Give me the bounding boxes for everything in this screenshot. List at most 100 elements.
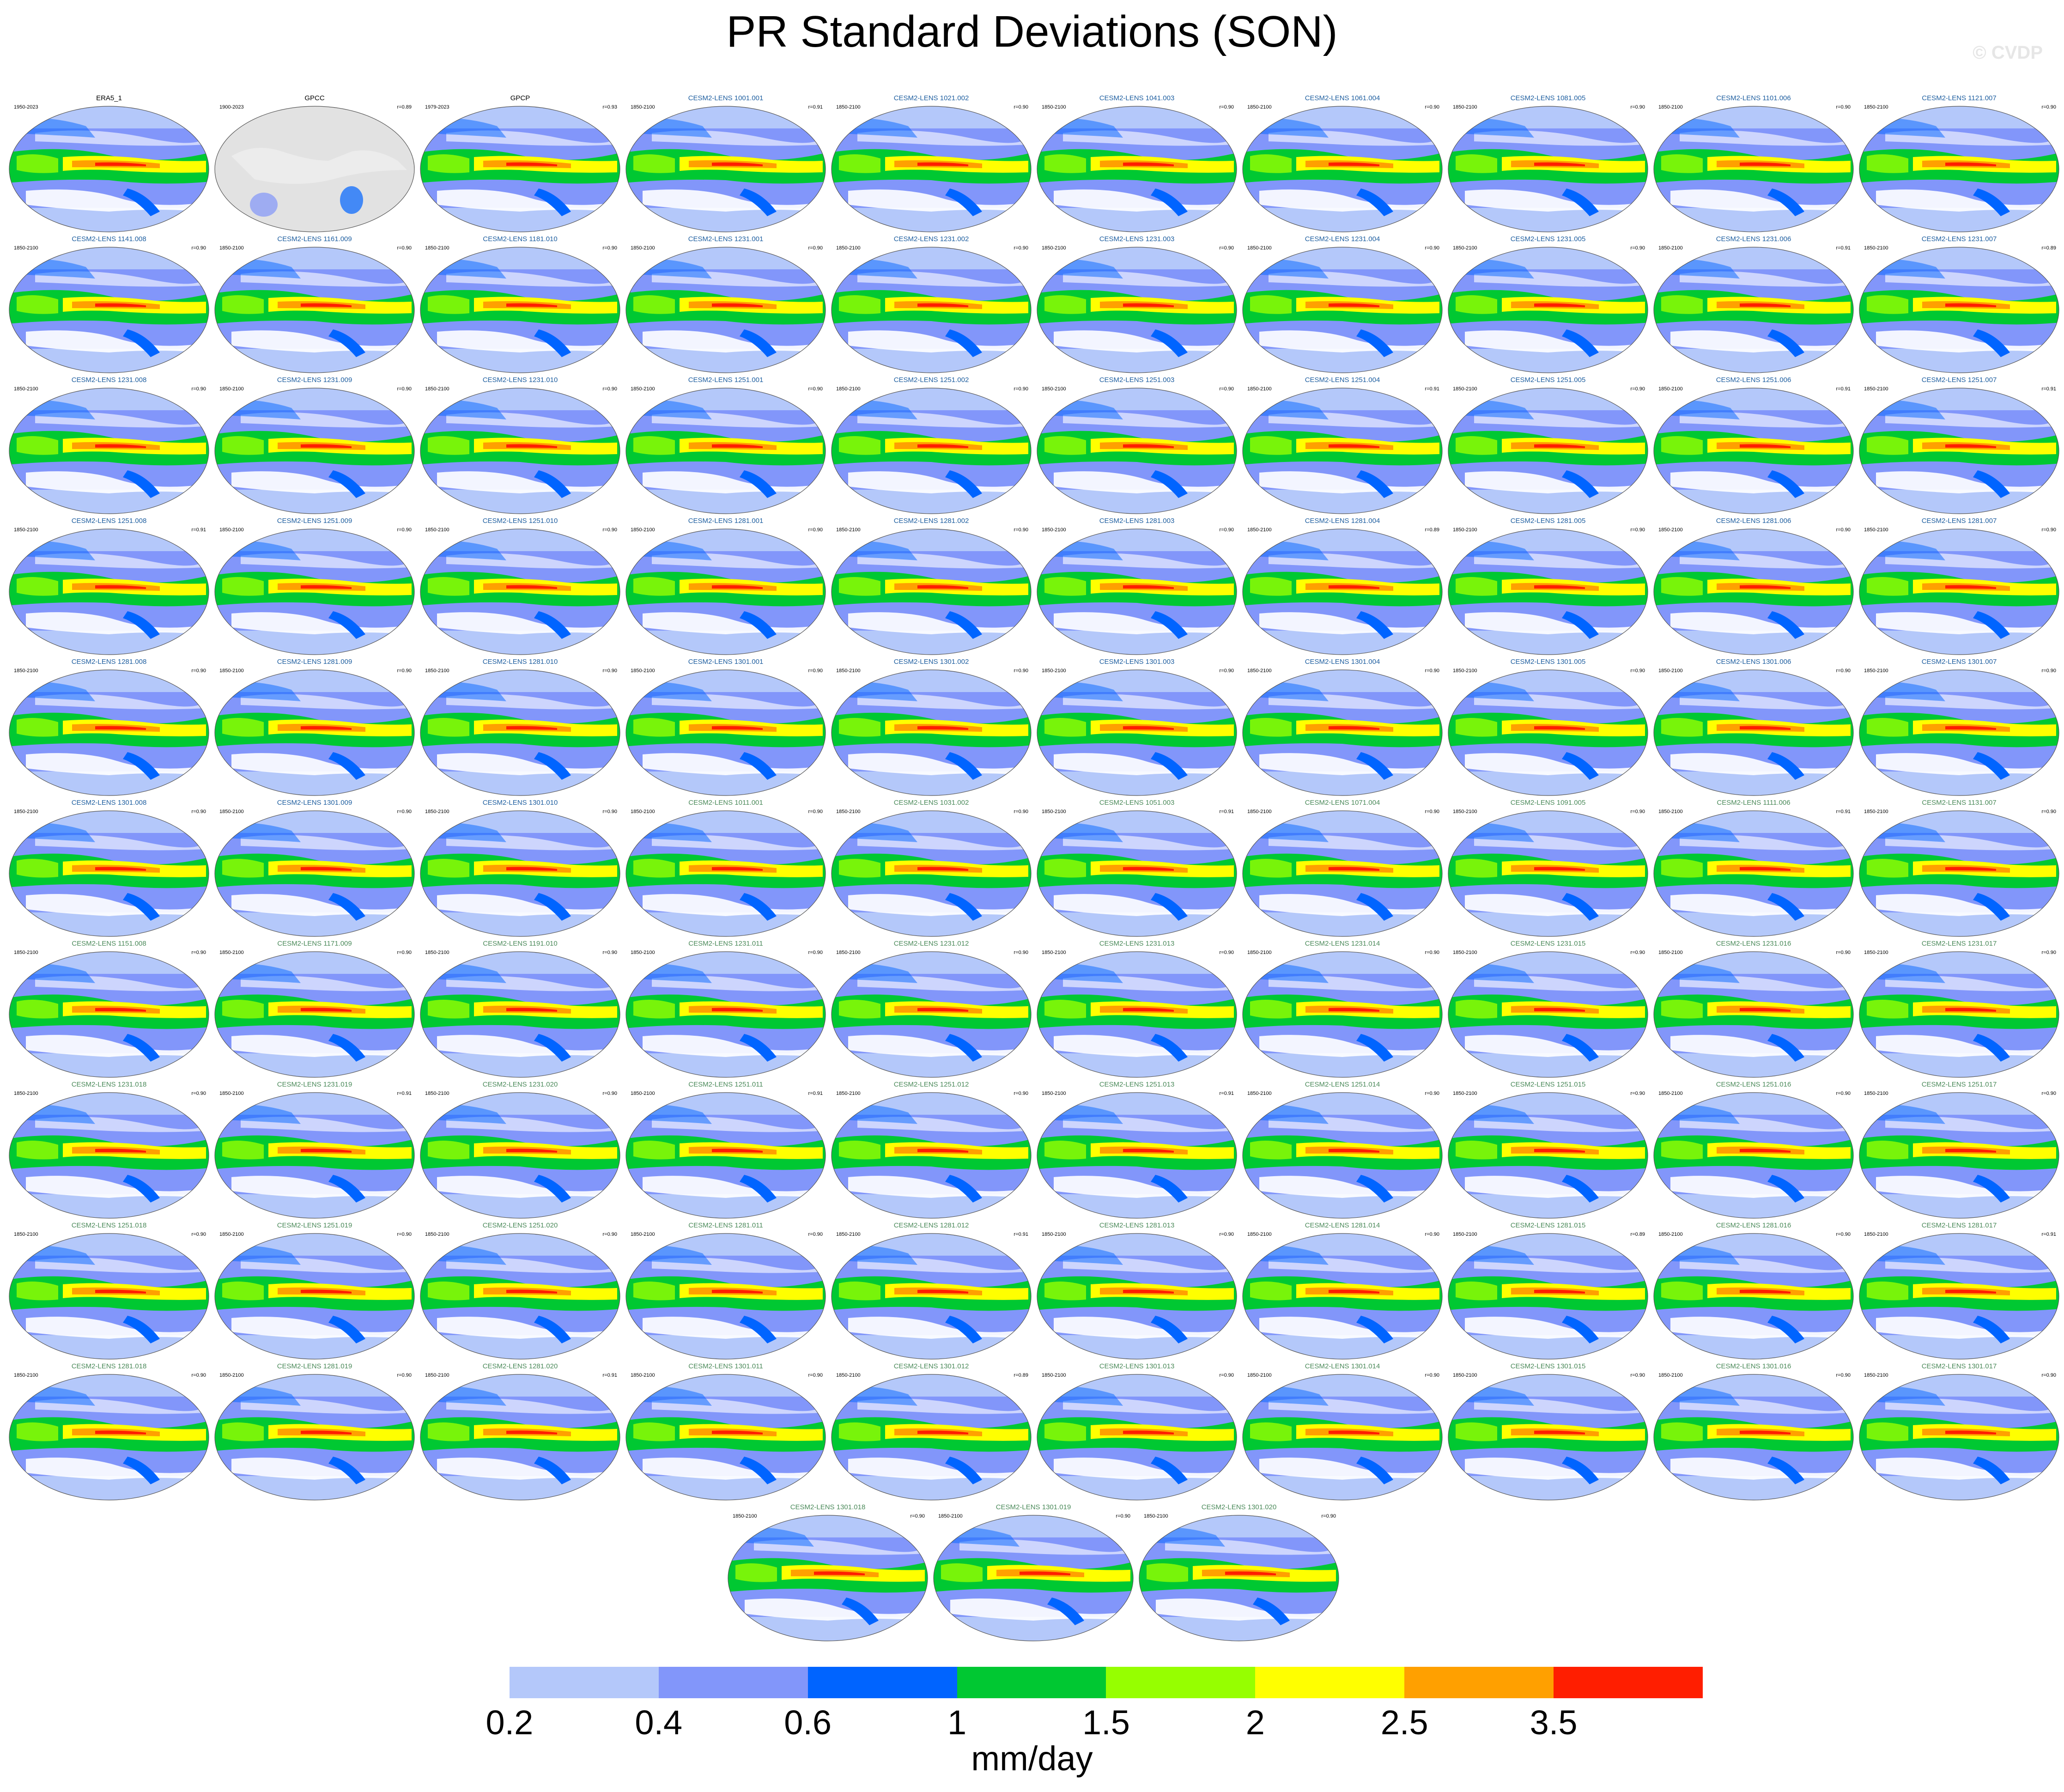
- panel-years: 1850-2100: [14, 668, 38, 674]
- panel-correlation: r=0.90: [602, 527, 618, 533]
- panel-correlation: r=0.90: [397, 809, 412, 814]
- map-panel: CESM2-LENS 1281.016 1850-2100 r=0.90: [1652, 1221, 1855, 1360]
- panel-years: 1850-2100: [1042, 527, 1066, 533]
- panel-years: 1850-2100: [1453, 527, 1477, 533]
- panel-years: 1850-2100: [219, 950, 244, 955]
- panel-years: 1850-2100: [1864, 950, 1888, 955]
- panel-years: 1850-2100: [836, 809, 861, 814]
- panel-title: CESM2-LENS 1301.006: [1716, 658, 1791, 666]
- map-panel: CESM2-LENS 1301.006 1850-2100 r=0.90: [1652, 658, 1855, 796]
- panel-years: 1850-2100: [1042, 950, 1066, 955]
- panel-title: GPCP: [510, 94, 530, 102]
- panel-correlation: r=0.90: [602, 245, 618, 251]
- panel-title: CESM2-LENS 1301.020: [1201, 1503, 1277, 1511]
- panel-correlation: r=0.90: [1014, 527, 1029, 533]
- panel-correlation: r=0.90: [1425, 104, 1440, 110]
- panel-correlation: r=0.90: [1425, 809, 1440, 814]
- panel-correlation: r=0.90: [1014, 950, 1029, 955]
- panel-correlation: r=0.90: [1014, 1091, 1029, 1096]
- panel-years: 1850-2100: [1453, 104, 1477, 110]
- panel-years: 1850-2100: [1658, 386, 1683, 392]
- panel-correlation: r=0.90: [397, 1232, 412, 1237]
- map-panel: CESM2-LENS 1251.005 1850-2100 r=0.90: [1446, 376, 1650, 515]
- map-panel: CESM2-LENS 1281.005 1850-2100 r=0.90: [1446, 517, 1650, 656]
- panel-years: 1850-2100: [1453, 950, 1477, 955]
- panel-title: CESM2-LENS 1301.002: [893, 658, 969, 666]
- panel-correlation: r=0.90: [1219, 245, 1234, 251]
- panel-correlation: r=0.90: [191, 1373, 206, 1378]
- map-panel: CESM2-LENS 1231.016 1850-2100 r=0.90: [1652, 940, 1855, 1078]
- panel-correlation: r=0.90: [1425, 245, 1440, 251]
- map-panel: CESM2-LENS 1251.010 1850-2100 r=0.90: [419, 517, 622, 656]
- panel-title: CESM2-LENS 1281.020: [482, 1362, 558, 1370]
- map-panel: CESM2-LENS 1301.020 1850-2100 r=0.90: [1137, 1503, 1341, 1642]
- colorbar-tick-label: 1: [947, 1703, 967, 1742]
- panel-years: 1850-2100: [631, 245, 655, 251]
- map-panel: CESM2-LENS 1131.007 1850-2100 r=0.90: [1858, 799, 2061, 937]
- panel-title: CESM2-LENS 1081.005: [1510, 94, 1586, 102]
- panel-correlation: r=0.90: [1014, 245, 1029, 251]
- panel-title: CESM2-LENS 1161.009: [277, 235, 352, 243]
- map-panel: CESM2-LENS 1301.016 1850-2100 r=0.90: [1652, 1362, 1855, 1501]
- panel-years: 1850-2100: [425, 1232, 449, 1237]
- panel-years: 1850-2100: [1042, 104, 1066, 110]
- panel-title: CESM2-LENS 1281.001: [688, 517, 764, 525]
- panel-title: CESM2-LENS 1231.020: [482, 1081, 558, 1088]
- panel-correlation: r=0.90: [1836, 1091, 1851, 1096]
- panel-correlation: r=0.91: [1425, 386, 1440, 392]
- panel-years: 1850-2100: [1247, 245, 1272, 251]
- panel-correlation: r=0.91: [808, 1091, 823, 1096]
- map-panel: CESM2-LENS 1281.020 1850-2100 r=0.91: [419, 1362, 622, 1501]
- map-panel: CESM2-LENS 1231.020 1850-2100 r=0.90: [419, 1081, 622, 1219]
- map-panel: CESM2-LENS 1281.007 1850-2100 r=0.90: [1858, 517, 2061, 656]
- panel-years: 1850-2100: [631, 386, 655, 392]
- panel-years: 1850-2100: [1144, 1513, 1168, 1519]
- panel-years: 1850-2100: [1247, 950, 1272, 955]
- panel-years: 1850-2100: [1864, 245, 1888, 251]
- panel-years: 1850-2100: [631, 1373, 655, 1378]
- map-panel: CESM2-LENS 1191.010 1850-2100 r=0.90: [419, 940, 622, 1078]
- map-panel: CESM2-LENS 1301.015 1850-2100 r=0.90: [1446, 1362, 1650, 1501]
- panel-correlation: r=0.90: [808, 950, 823, 955]
- panel-title: CESM2-LENS 1301.003: [1099, 658, 1175, 666]
- panel-correlation: r=0.89: [397, 104, 412, 110]
- panel-title: CESM2-LENS 1251.008: [71, 517, 147, 525]
- panel-title: GPCC: [304, 94, 325, 102]
- map-panel: CESM2-LENS 1301.017 1850-2100 r=0.90: [1858, 1362, 2061, 1501]
- panel-title: CESM2-LENS 1281.007: [1921, 517, 1997, 525]
- panel-title: CESM2-LENS 1301.013: [1099, 1362, 1175, 1370]
- map-panel: CESM2-LENS 1231.011 1850-2100 r=0.90: [624, 940, 827, 1078]
- panel-years: 1850-2100: [836, 950, 861, 955]
- map-panel: CESM2-LENS 1251.019 1850-2100 r=0.90: [213, 1221, 416, 1360]
- map-panel: CESM2-LENS 1031.002 1850-2100 r=0.90: [830, 799, 1033, 937]
- panel-correlation: r=0.90: [1425, 1091, 1440, 1096]
- panel-title: CESM2-LENS 1231.008: [71, 376, 147, 384]
- map-panel: CESM2-LENS 1251.018 1850-2100 r=0.90: [7, 1221, 211, 1360]
- map-panel: CESM2-LENS 1251.013 1850-2100 r=0.91: [1035, 1081, 1238, 1219]
- panel-years: 1850-2100: [1658, 527, 1683, 533]
- panel-title: CESM2-LENS 1231.002: [893, 235, 969, 243]
- map-panel: CESM2-LENS 1151.008 1850-2100 r=0.90: [7, 940, 211, 1078]
- panel-correlation: r=0.90: [602, 809, 618, 814]
- panel-title: CESM2-LENS 1231.014: [1305, 940, 1380, 948]
- colorbar-tick-label: 2.5: [1380, 1703, 1428, 1742]
- panel-title: CESM2-LENS 1181.010: [483, 235, 558, 243]
- panel-years: 1850-2100: [1864, 1373, 1888, 1378]
- panel-years: 1950-2023: [14, 104, 38, 110]
- panel-title: CESM2-LENS 1301.011: [688, 1362, 763, 1370]
- map-panel: CESM2-LENS 1281.018 1850-2100 r=0.90: [7, 1362, 211, 1501]
- panel-title: CESM2-LENS 1251.001: [688, 376, 764, 384]
- panel-correlation: r=0.90: [1630, 245, 1645, 251]
- panel-title: CESM2-LENS 1301.018: [790, 1503, 866, 1511]
- panel-correlation: r=0.90: [1219, 950, 1234, 955]
- panel-years: 1900-2023: [219, 104, 244, 110]
- panel-years: 1850-2100: [631, 668, 655, 674]
- map-panel: CESM2-LENS 1231.009 1850-2100 r=0.90: [213, 376, 416, 515]
- panel-correlation: r=0.89: [1630, 1232, 1645, 1237]
- colorbar-units: mm/day: [971, 1739, 1093, 1778]
- panel-title: CESM2-LENS 1301.016: [1716, 1362, 1791, 1370]
- colorbar-cell: [1554, 1667, 1703, 1698]
- panel-years: 1850-2100: [1247, 809, 1272, 814]
- panel-years: 1850-2100: [631, 950, 655, 955]
- panel-years: 1850-2100: [1247, 104, 1272, 110]
